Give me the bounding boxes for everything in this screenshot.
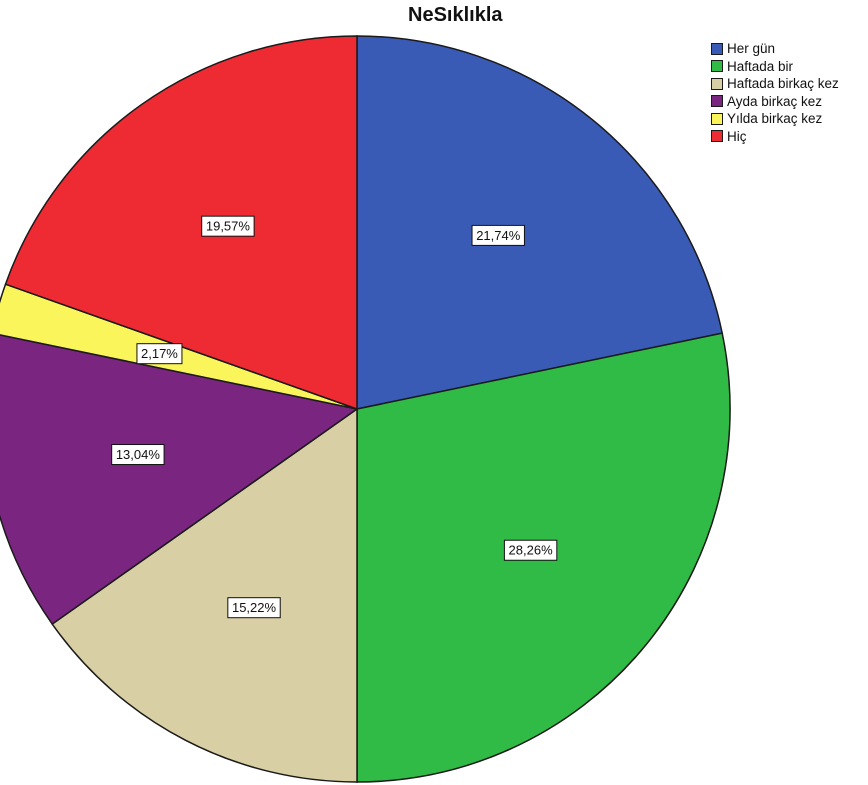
legend-item-1: Haftada bir [711,58,839,76]
legend-label-1: Haftada bir [727,58,794,74]
legend-item-5: Hiç [711,128,839,146]
legend-label-4: Yılda birkaç kez [727,111,823,127]
legend-label-2: Haftada birkaç kez [727,76,839,92]
slice-data-label-box-1 [503,539,558,561]
slice-data-label-text-5: 19,57% [206,219,251,234]
slice-data-label-text-4: 2,17% [141,346,178,361]
legend-label-5: Hiç [727,128,747,144]
legend-item-0: Her gün [711,40,839,58]
legend-label-0: Her gün [727,41,776,57]
slice-data-label-4: 2,17% [136,343,183,365]
legend-swatch-4 [711,112,723,125]
slice-data-label-0: 21,74% [471,224,525,246]
slice-data-label-text-1: 28,26% [509,543,554,558]
pie-slice-2 [51,407,358,783]
legend-label-3: Ayda birkaç kez [727,93,823,109]
slice-data-label-text-0: 21,74% [476,228,521,243]
legend-item-2: Haftada birkaç kez [711,75,839,93]
slice-data-label-3: 13,04% [111,444,165,466]
slice-labels: 21,74% 28,26% 15,22% 13,04% 2,17% 19,57% [111,215,558,619]
legend: Her gün Haftada bir Haftada birkaç kez Ayda… [711,40,839,145]
slice-data-label-box-0 [471,224,525,246]
slice-data-label-2: 15,22% [227,597,281,619]
legend-item-4: Yılda birkaç kez [711,110,839,128]
legend-swatch-5 [711,130,723,143]
slice-data-label-box-5 [201,215,255,237]
legend-item-3: Ayda birkaç kez [711,93,839,111]
slice-data-label-1: 28,26% [503,539,558,561]
pie-slice-3 [0,334,359,626]
slice-data-label-box-3 [111,444,165,466]
legend-swatch-0 [711,42,723,55]
slice-data-label-box-4 [136,343,183,365]
chart-title: NeSıklıkla [408,4,503,26]
legend-swatch-2 [711,77,723,90]
slice-data-label-text-2: 15,22% [232,600,277,615]
slice-data-label-text-3: 13,04% [116,447,161,462]
legend-swatch-3 [711,95,723,108]
pie-slice-5 [4,35,358,411]
pie-slice-0 [356,35,724,410]
legend-swatch-1 [711,60,723,73]
slice-data-label-box-2 [227,597,281,619]
slice-data-label-5: 19,57% [201,215,255,237]
